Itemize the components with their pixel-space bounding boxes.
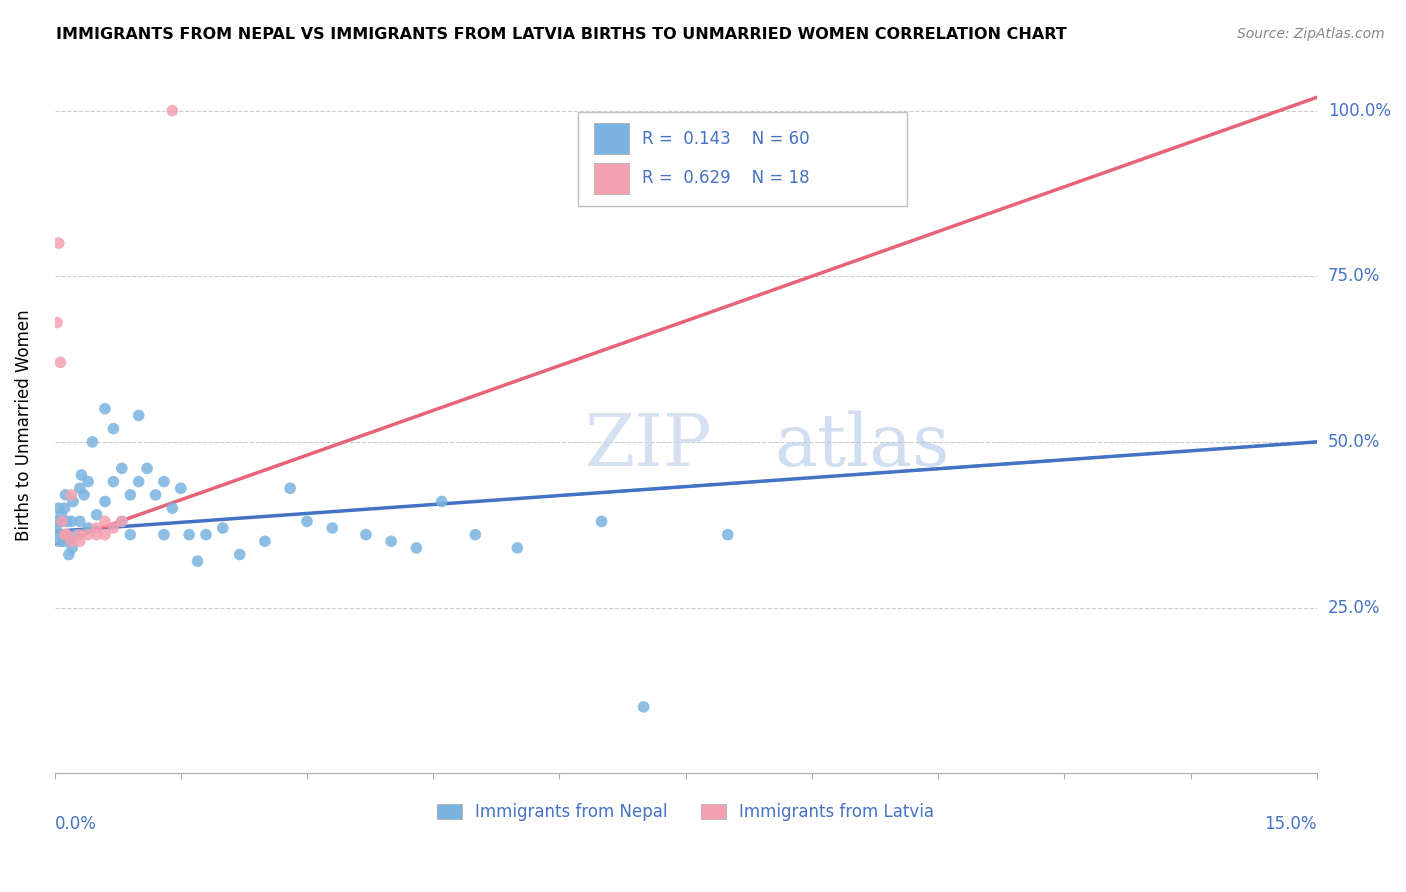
Text: R =  0.143    N = 60: R = 0.143 N = 60 xyxy=(641,129,808,148)
Point xyxy=(70,468,93,483)
Point xyxy=(103,475,125,489)
Point xyxy=(278,481,301,495)
Point xyxy=(56,534,79,549)
Point xyxy=(48,236,70,251)
FancyBboxPatch shape xyxy=(593,123,628,154)
Point xyxy=(380,534,402,549)
Point xyxy=(77,475,100,489)
Point xyxy=(52,527,75,541)
Point xyxy=(295,515,318,529)
Point xyxy=(253,534,276,549)
Point xyxy=(86,527,108,541)
Point xyxy=(103,521,125,535)
Point xyxy=(77,527,100,541)
Point xyxy=(69,515,91,529)
Point xyxy=(103,422,125,436)
Point xyxy=(464,527,486,541)
Point xyxy=(153,527,176,541)
Y-axis label: Births to Unmarried Women: Births to Unmarried Women xyxy=(15,310,32,541)
Point xyxy=(48,534,70,549)
Point xyxy=(717,527,740,541)
Text: atlas: atlas xyxy=(775,411,949,482)
FancyBboxPatch shape xyxy=(578,112,907,206)
Text: 25.0%: 25.0% xyxy=(1329,599,1381,616)
Point xyxy=(48,501,70,516)
Point xyxy=(162,501,184,516)
Point xyxy=(51,515,73,529)
Point xyxy=(82,434,104,449)
Text: 15.0%: 15.0% xyxy=(1264,815,1317,833)
Point xyxy=(633,700,655,714)
Point xyxy=(111,515,134,529)
Text: ZIP: ZIP xyxy=(585,411,713,482)
Point xyxy=(162,103,184,118)
Point xyxy=(136,461,159,475)
Point xyxy=(62,494,84,508)
Point xyxy=(46,515,69,529)
Point xyxy=(86,508,108,522)
Point xyxy=(187,554,209,568)
Text: Source: ZipAtlas.com: Source: ZipAtlas.com xyxy=(1237,27,1385,41)
Point xyxy=(52,534,75,549)
Point xyxy=(56,515,79,529)
Point xyxy=(60,488,83,502)
Point xyxy=(211,521,233,535)
Point xyxy=(55,488,77,502)
Point xyxy=(228,548,250,562)
Point xyxy=(94,515,117,529)
Point xyxy=(49,527,72,541)
Point xyxy=(94,527,117,541)
Point xyxy=(170,481,193,495)
Text: 75.0%: 75.0% xyxy=(1329,268,1381,285)
Point xyxy=(94,401,117,416)
Point xyxy=(46,316,69,330)
Point xyxy=(195,527,218,541)
Point xyxy=(153,475,176,489)
Point xyxy=(120,527,142,541)
Point xyxy=(145,488,167,502)
Legend: Immigrants from Nepal, Immigrants from Latvia: Immigrants from Nepal, Immigrants from L… xyxy=(430,797,941,828)
Point xyxy=(60,515,83,529)
Point xyxy=(69,534,91,549)
Point xyxy=(405,541,427,555)
Point xyxy=(51,515,73,529)
Point xyxy=(179,527,201,541)
Text: R =  0.629    N = 18: R = 0.629 N = 18 xyxy=(641,169,808,187)
Text: 50.0%: 50.0% xyxy=(1329,433,1381,450)
Point xyxy=(53,501,76,516)
Point xyxy=(56,527,79,541)
Point xyxy=(69,527,91,541)
Point xyxy=(430,494,453,508)
Point xyxy=(111,515,134,529)
Point xyxy=(51,508,73,522)
Text: 0.0%: 0.0% xyxy=(55,815,97,833)
Point xyxy=(86,521,108,535)
Point xyxy=(73,488,96,502)
Point xyxy=(60,541,83,555)
Point xyxy=(591,515,613,529)
Point xyxy=(53,527,76,541)
Point xyxy=(58,548,80,562)
Point xyxy=(506,541,529,555)
Point xyxy=(65,527,87,541)
Point xyxy=(94,494,117,508)
Point xyxy=(128,409,150,423)
Point xyxy=(120,488,142,502)
Point xyxy=(77,521,100,535)
Point xyxy=(128,475,150,489)
Point xyxy=(111,461,134,475)
Point xyxy=(321,521,343,535)
Point xyxy=(69,481,91,495)
Text: IMMIGRANTS FROM NEPAL VS IMMIGRANTS FROM LATVIA BIRTHS TO UNMARRIED WOMEN CORREL: IMMIGRANTS FROM NEPAL VS IMMIGRANTS FROM… xyxy=(56,27,1067,42)
Text: 100.0%: 100.0% xyxy=(1329,102,1391,120)
Point xyxy=(45,521,67,535)
Point xyxy=(60,534,83,549)
Point xyxy=(354,527,377,541)
FancyBboxPatch shape xyxy=(593,162,628,194)
Point xyxy=(49,355,72,369)
